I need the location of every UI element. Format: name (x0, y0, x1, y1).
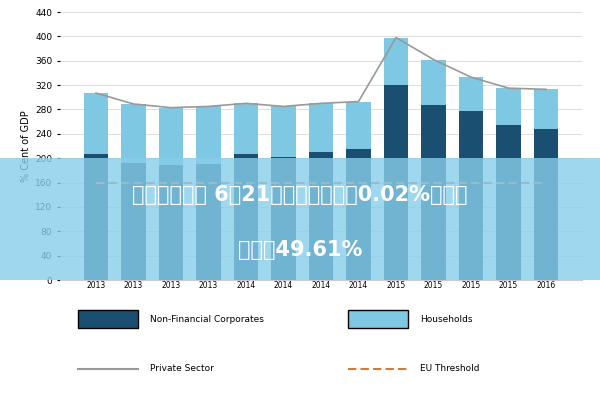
FancyBboxPatch shape (348, 310, 408, 328)
Private Sector (392, 35, 400, 40)
Text: Private Sector: Private Sector (150, 364, 214, 373)
EU Threshold (542, 180, 550, 185)
Bar (271, 157, 296, 280)
Private Sector (167, 105, 175, 110)
Bar (384, 38, 408, 85)
Bar (384, 85, 408, 280)
Private Sector (355, 99, 362, 104)
Private Sector (430, 57, 437, 62)
Text: EU Threshold: EU Threshold (420, 364, 479, 373)
EU Threshold (355, 180, 362, 185)
Bar (234, 103, 258, 154)
Y-axis label: % Cent of GDP: % Cent of GDP (21, 110, 31, 182)
Bar (84, 93, 108, 154)
Private Sector (242, 101, 250, 106)
Private Sector (505, 86, 512, 90)
Line: Private Sector: Private Sector (96, 38, 546, 108)
Bar (159, 108, 183, 166)
Bar (271, 106, 296, 157)
EU Threshold (242, 180, 250, 185)
Bar (421, 105, 446, 280)
Private Sector (205, 104, 212, 109)
EU Threshold (130, 180, 137, 185)
Bar (121, 104, 146, 163)
Bar (459, 77, 483, 111)
EU Threshold (280, 180, 287, 185)
Private Sector (542, 87, 550, 92)
EU Threshold (467, 180, 475, 185)
Bar (459, 111, 483, 280)
Text: Non-Financial Corporates: Non-Financial Corporates (150, 315, 264, 324)
EU Threshold (392, 180, 400, 185)
Bar (309, 152, 333, 280)
Private Sector (92, 91, 100, 96)
Text: 怎样炸股配资 6月21日上銀转唂下跌0.02%，转股: 怎样炸股配资 6月21日上銀转唂下跌0.02%，转股 (132, 185, 468, 205)
Private Sector (317, 101, 325, 106)
EU Threshold (430, 180, 437, 185)
Bar (84, 154, 108, 280)
Bar (159, 166, 183, 280)
Text: 溢价率49.61%: 溢价率49.61% (238, 240, 362, 260)
Bar (309, 103, 333, 152)
Bar (496, 125, 521, 280)
Bar (196, 106, 221, 164)
EU Threshold (505, 180, 512, 185)
Private Sector (467, 75, 475, 80)
Bar (234, 154, 258, 280)
Bar (421, 60, 446, 105)
EU Threshold (92, 180, 100, 185)
Bar (346, 149, 371, 280)
Text: Households: Households (420, 315, 473, 324)
Bar (196, 164, 221, 280)
EU Threshold (317, 180, 325, 185)
Bar (534, 129, 558, 280)
EU Threshold (167, 180, 175, 185)
Bar (346, 102, 371, 149)
FancyBboxPatch shape (78, 310, 138, 328)
Private Sector (130, 102, 137, 106)
EU Threshold (205, 180, 212, 185)
Bar (496, 88, 521, 125)
Bar (121, 163, 146, 280)
Private Sector (280, 104, 287, 109)
Bar (534, 89, 558, 129)
